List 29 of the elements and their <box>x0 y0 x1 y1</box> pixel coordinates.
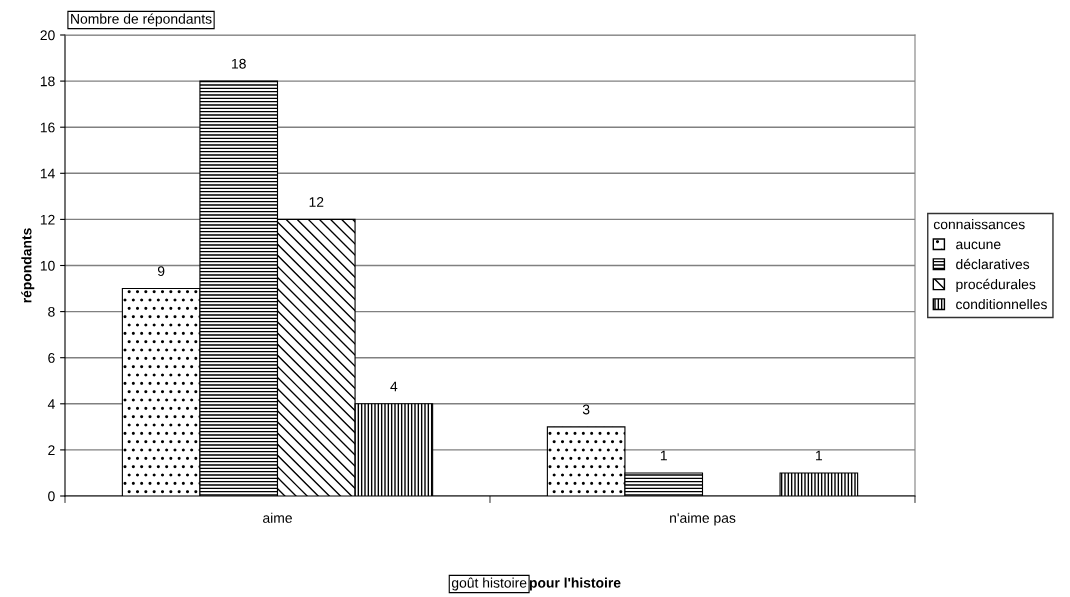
x-axis-title: pour l'histoire <box>529 577 621 591</box>
y-tick-label: 14 <box>40 168 55 179</box>
x-tick-label: aime <box>263 512 292 523</box>
y-tick-label: 16 <box>40 122 55 133</box>
data-label: 12 <box>309 197 324 207</box>
y-tick-label: 8 <box>48 306 55 317</box>
text: goût histoire <box>451 577 527 591</box>
x-tick-label: n'aime pas <box>670 512 736 526</box>
legend-label: aucune <box>956 241 1001 250</box>
data-label: 1 <box>816 450 823 461</box>
data-label: 3 <box>582 404 590 415</box>
legend-label: déclaratives <box>956 258 1030 270</box>
y-axis-title: répondants <box>21 228 35 303</box>
text: Nombre de répondants <box>71 13 212 27</box>
data-label: 9 <box>157 266 165 277</box>
data-label: 4 <box>390 381 398 392</box>
data-label: 18 <box>232 58 246 69</box>
y-tick-label: 10 <box>40 260 55 271</box>
legend-title: connaissances <box>933 219 1025 230</box>
y-tick-label: 18 <box>40 76 55 87</box>
y-tick-label: 12 <box>40 214 55 225</box>
legend-label: procédurales <box>956 278 1036 292</box>
y-tick-label: 2 <box>48 445 55 455</box>
legend-label: conditionnelles <box>956 299 1047 310</box>
y-tick-label: 6 <box>48 353 55 363</box>
data-label: 1 <box>660 450 667 461</box>
y-tick-label: 0 <box>48 491 55 502</box>
y-tick-label: 4 <box>47 399 55 409</box>
y-tick-label: 20 <box>40 30 55 41</box>
